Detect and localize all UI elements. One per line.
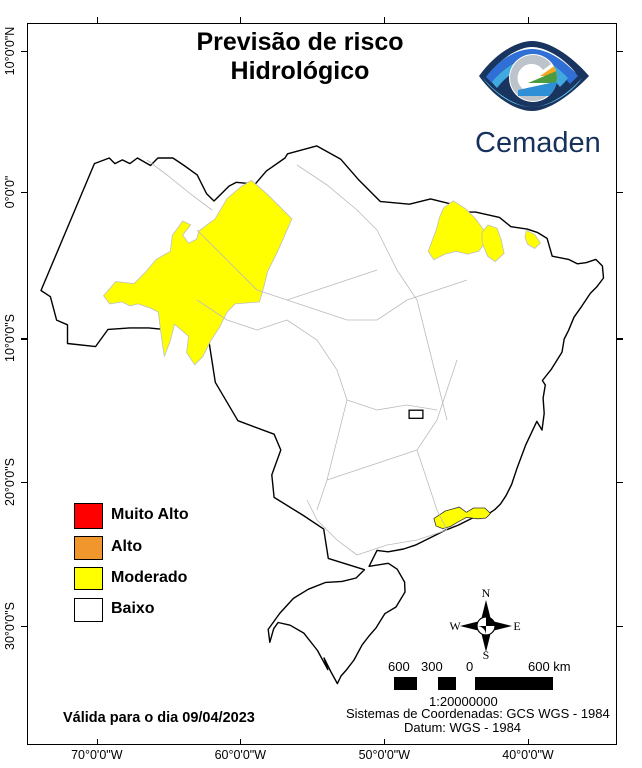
svg-text:W: W (449, 619, 461, 633)
svg-text:E: E (513, 619, 520, 633)
svg-text:S: S (483, 648, 490, 662)
svg-text:N: N (482, 586, 491, 600)
